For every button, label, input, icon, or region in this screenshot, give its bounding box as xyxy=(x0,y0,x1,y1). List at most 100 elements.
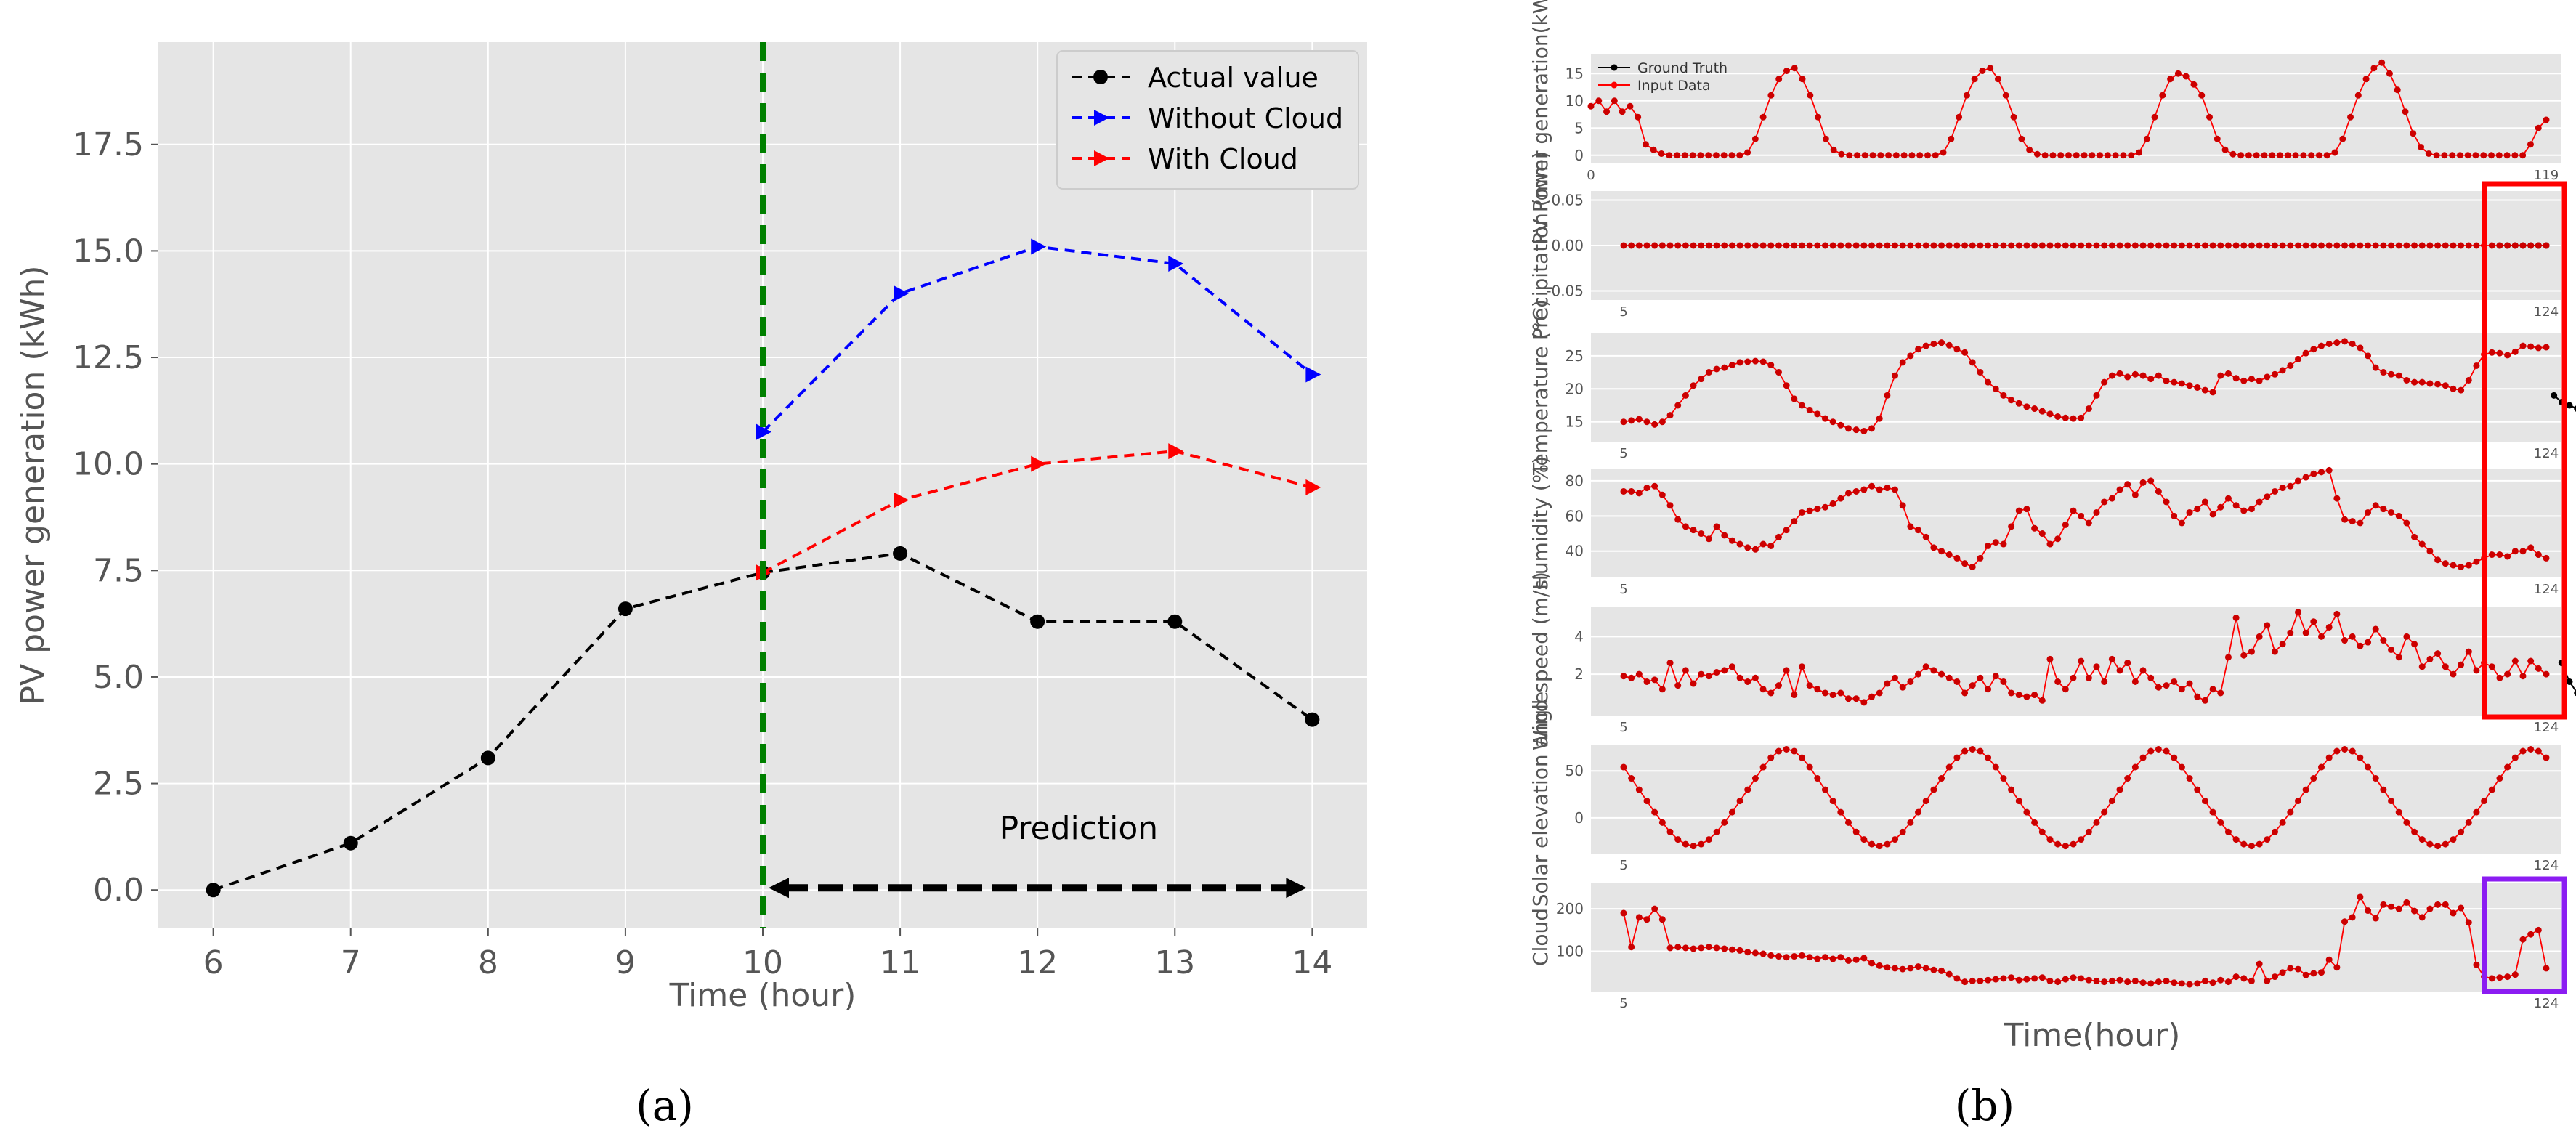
input-data-point xyxy=(2038,974,2046,981)
input-data-point xyxy=(1963,92,1970,99)
input-data-point xyxy=(1713,523,1720,530)
forecast-highlight-purple xyxy=(2482,876,2567,994)
subplot-y-label: Precipitation (mm) xyxy=(1528,151,1552,340)
input-data-point xyxy=(1977,369,1984,376)
input-data-point xyxy=(1814,955,1821,962)
panel-b-x-axis-label: Time(hour) xyxy=(2004,1017,2181,1054)
input-data-point xyxy=(2015,400,2022,407)
data-point xyxy=(1305,366,1321,383)
input-data-point xyxy=(2147,980,2155,987)
data-point xyxy=(1094,110,1109,126)
input-data-point xyxy=(1643,418,1650,426)
input-data-point xyxy=(2450,562,2457,569)
input-data-point xyxy=(1799,76,1806,83)
input-data-point xyxy=(1751,135,1759,142)
input-data-point xyxy=(1713,365,1720,373)
input-data-point xyxy=(1821,689,1828,697)
input-data-point xyxy=(1666,944,1674,952)
input-data-point xyxy=(2277,152,2284,159)
input-data-point xyxy=(2527,931,2535,938)
input-data-point xyxy=(1759,686,1767,693)
panel-a-legend: Actual value Without Cloud With Cloud xyxy=(1056,50,1359,190)
input-data-point xyxy=(2124,978,2131,986)
input-data-point xyxy=(2349,340,2356,347)
input-data-point xyxy=(2442,663,2449,670)
input-data-point xyxy=(2217,689,2224,697)
input-data-point xyxy=(2124,242,2131,249)
input-data-point xyxy=(2232,973,2240,981)
input-data-point xyxy=(2511,242,2519,249)
input-data-series xyxy=(1620,745,2550,850)
input-data-point xyxy=(1705,836,1712,843)
input-data-point xyxy=(2101,498,2108,506)
input-data-point xyxy=(2000,678,2007,685)
input-data-point xyxy=(2496,775,2503,782)
input-data-point xyxy=(2217,976,2224,984)
input-data-point xyxy=(1635,113,1642,121)
input-data-point xyxy=(2147,674,2155,681)
input-data-point xyxy=(1798,754,1805,761)
data-point xyxy=(1168,256,1184,272)
input-data-point xyxy=(2101,808,2108,816)
input-data-point xyxy=(1603,108,1611,115)
input-data-point xyxy=(2062,976,2069,983)
input-data-point xyxy=(2046,242,2054,249)
input-data-point xyxy=(2201,977,2208,984)
input-data-series xyxy=(1620,893,2550,988)
input-data-point xyxy=(1651,808,1658,816)
subplot-precipitation-mm-: -0.05 0.00 0.05 5 124 Precipitation (mm) xyxy=(1528,151,2561,340)
input-data-point xyxy=(2023,976,2030,983)
subplot-y-label: Temperature (°C) xyxy=(1528,299,1552,476)
subplot-y-tick-label: 40 xyxy=(1566,543,1584,560)
input-data-point xyxy=(1721,667,1728,674)
input-data-point xyxy=(2294,798,2301,805)
ground-truth-point xyxy=(2551,392,2558,399)
x-tick-label: 6 xyxy=(203,944,224,981)
input-data-point xyxy=(2287,965,2294,972)
input-data-point xyxy=(1658,686,1666,693)
input-data-point xyxy=(1728,242,1735,249)
input-data-point xyxy=(2310,970,2317,977)
input-data-point xyxy=(1868,693,1876,700)
input-data-point xyxy=(2325,623,2333,631)
input-data-point xyxy=(2394,86,2401,94)
input-data-point xyxy=(1628,944,1635,951)
y-tick-label: 10.0 xyxy=(73,446,144,483)
input-data-point xyxy=(1992,673,1999,680)
legend-label: Input Data xyxy=(1637,78,1711,94)
input-data-point xyxy=(2473,242,2480,249)
input-data-point xyxy=(2163,747,2170,755)
input-data-point xyxy=(1907,352,1914,360)
input-data-point xyxy=(1798,952,1805,959)
data-point xyxy=(756,423,771,440)
input-data-point xyxy=(2325,242,2333,249)
input-data-point xyxy=(2131,242,2139,249)
input-data-point xyxy=(1884,964,1891,971)
subplot-y-tick-label: 15 xyxy=(1566,65,1584,82)
input-data-point xyxy=(2253,152,2260,159)
input-data-point xyxy=(2108,242,2115,249)
input-data-point xyxy=(2139,479,2147,486)
input-data-point xyxy=(1682,392,1689,399)
subplot-x-tick-label: 124 xyxy=(2534,720,2559,735)
input-data-point xyxy=(2302,349,2309,357)
input-data-point xyxy=(1876,843,1883,850)
input-data-point xyxy=(2496,349,2503,357)
input-data-point xyxy=(1979,68,1986,74)
input-data-point xyxy=(2458,661,2465,668)
input-data-point xyxy=(1953,975,1961,982)
input-data-point xyxy=(2194,786,2201,793)
input-data-point xyxy=(2031,242,2038,249)
input-data-point xyxy=(2442,901,2449,908)
input-data-point xyxy=(1977,674,1984,681)
input-data-point xyxy=(1720,152,1728,159)
input-data-point xyxy=(2116,242,2123,249)
input-data-point xyxy=(1736,798,1743,805)
input-data-point xyxy=(2217,242,2224,249)
input-data-point xyxy=(1985,542,1992,549)
input-data-point xyxy=(2224,370,2232,377)
input-data-point xyxy=(2108,655,2115,662)
input-data-point xyxy=(2302,629,2309,636)
subplot-y-tick-label: 15 xyxy=(1566,413,1584,431)
